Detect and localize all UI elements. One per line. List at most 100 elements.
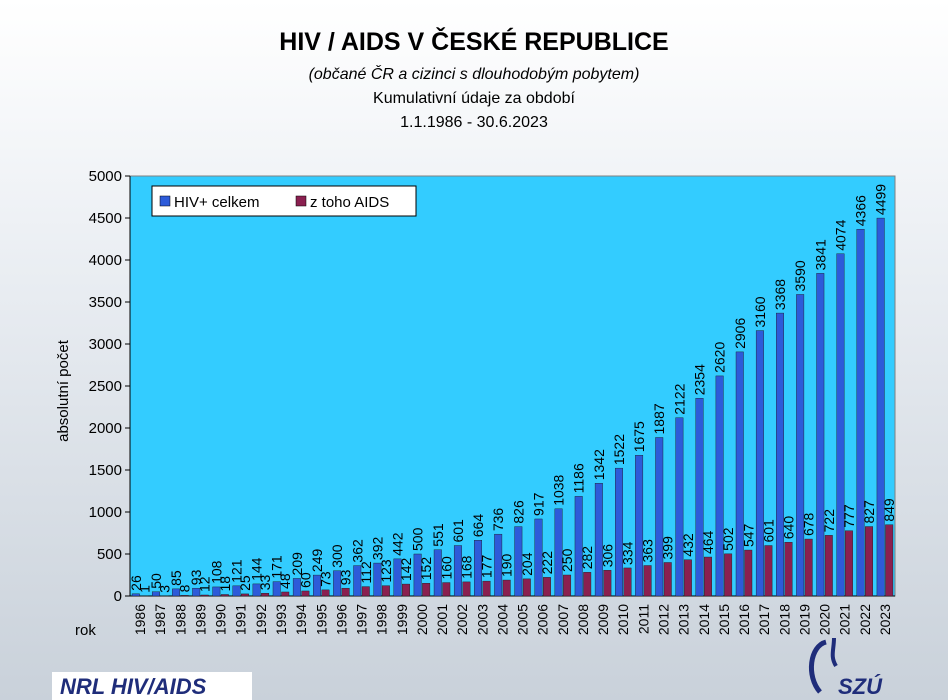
bar-hiv [413,553,422,597]
x-tick-label: 2014 [696,604,712,635]
bar-hiv [876,217,885,597]
footer-bar [52,672,252,700]
y-tick-label: 5000 [89,168,122,185]
bar-hiv [313,574,321,597]
bar-aids [844,530,853,597]
data-label: 1342 [591,449,607,480]
data-label: 142 [398,557,414,581]
bar-hiv [534,518,543,597]
bar-aids [542,577,551,597]
data-label: 601 [450,519,466,543]
bar-aids [261,593,270,597]
chart-subtitle-period-label: Kumulativní údaje za období [373,90,575,107]
x-axis-label: rok [75,622,96,639]
data-label: 8 [177,584,193,592]
data-label: 3590 [792,260,808,291]
data-label: 849 [881,498,897,522]
data-label: 112 [358,561,374,584]
bar-aids [301,590,310,597]
x-tick-label: 2007 [555,604,571,635]
bar-aids [241,593,249,597]
legend-swatch [159,195,171,207]
data-label: 551 [430,523,446,547]
bar-hiv [796,294,805,597]
x-tick-label: 1997 [354,604,370,635]
bar-hiv [514,526,523,597]
x-tick-label: 1991 [233,604,249,635]
x-tick-label: 1992 [253,604,269,635]
bar-aids [442,582,451,597]
bar-hiv [655,437,664,597]
data-label: 249 [309,549,325,573]
data-label: 2122 [671,383,687,414]
x-tick-label: 1990 [213,604,229,635]
bar-hiv [776,312,784,597]
data-label: 392 [369,536,385,560]
data-label: 722 [821,509,837,533]
data-label: 1038 [551,474,567,505]
bar-aids [865,526,874,597]
legend-label: HIV+ celkem [174,194,259,211]
bar-hiv [836,253,845,597]
bar-hiv [615,467,623,597]
x-tick-label: 2000 [414,604,430,635]
y-tick-label: 3000 [89,336,122,353]
bar-hiv [474,540,483,597]
data-label: 250 [559,548,575,572]
chart-title: HIV / AIDS V ČESKÉ REPUBLICE [279,28,669,56]
bar-hiv [212,586,221,597]
data-label: 1887 [651,403,667,434]
data-label: 334 [619,541,635,565]
data-label: 2620 [712,342,728,373]
x-tick-label: 2015 [716,604,732,635]
data-label: 204 [519,552,535,576]
bar-hiv [151,591,160,597]
data-label: 168 [458,555,474,579]
bar-hiv [433,549,442,597]
data-label: 2906 [732,318,748,349]
x-tick-label: 2013 [676,604,692,635]
x-tick-label: 2003 [474,604,490,635]
x-tick-label: 2017 [756,604,772,635]
data-label: 177 [479,555,495,579]
bar-hiv [192,587,201,597]
bar-hiv [393,558,402,597]
y-tick-label: 0 [114,588,122,605]
bar-hiv [333,570,342,597]
x-tick-label: 1989 [192,604,208,635]
data-label: 306 [599,544,615,568]
data-label: 48 [277,573,293,589]
x-tick-label: 1998 [374,604,390,635]
bar-aids [361,586,370,597]
bar-aids [764,545,773,597]
chart-subtitle-dates: 1.1.1986 - 30.6.2023 [400,114,548,131]
y-axis-label: absolutní počet [55,339,72,442]
x-tick-label: 1988 [172,604,188,635]
bar-hiv [735,351,744,597]
x-tick-label: 2010 [615,604,631,635]
data-label: 73 [318,571,334,587]
bar-hiv [272,581,281,597]
bar-aids [281,591,290,597]
bar-aids [462,581,471,597]
x-tick-label: 1994 [293,604,309,635]
data-label: 1522 [611,434,627,465]
bar-aids [402,583,410,597]
bar-aids [824,535,833,597]
x-tick-label: 2016 [736,604,752,635]
x-tick-label: 2023 [877,604,893,635]
data-label: 152 [418,557,434,581]
x-tick-label: 2008 [575,604,591,635]
szu-logo: SZÚ [808,637,883,699]
data-label: 502 [720,527,736,551]
bar-aids [200,594,209,597]
x-tick-label: 2019 [796,604,812,635]
data-label: 442 [390,532,406,556]
bar-aids [623,567,632,597]
bar-hiv [695,398,704,597]
bar-hiv [574,496,583,597]
x-tick-label: 2022 [857,604,873,635]
data-label: 144 [249,557,265,581]
data-label: 736 [490,508,506,532]
